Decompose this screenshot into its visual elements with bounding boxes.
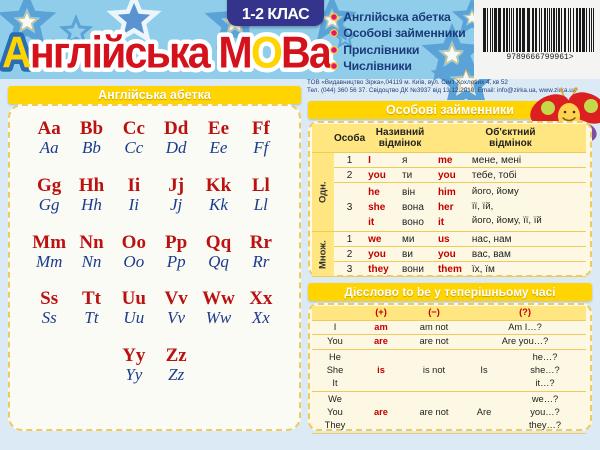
svg-text:9789666799961>: 9789666799961> — [506, 53, 573, 60]
svg-text:Англійська МОВа: Англійська МОВа — [2, 27, 332, 77]
